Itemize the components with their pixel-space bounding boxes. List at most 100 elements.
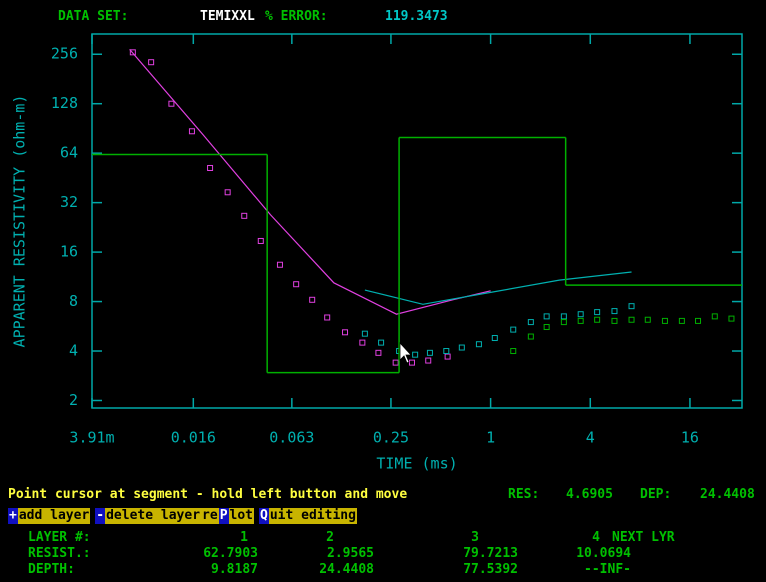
data-point [695, 317, 702, 324]
data-point [543, 313, 550, 320]
data-point [475, 341, 482, 348]
table-cell: NEXT LYR [612, 530, 675, 545]
data-point [224, 189, 231, 196]
x-tick-label: 0.016 [171, 429, 216, 447]
y-axis-title: APPARENT RESISTIVITY (ohm-m) [11, 95, 29, 348]
data-point [678, 317, 685, 324]
x-tick-label: 16 [681, 429, 699, 447]
menu-item[interactable]: add layer [17, 508, 91, 524]
data-point [443, 348, 450, 355]
data-point [408, 359, 415, 366]
data-point [510, 348, 517, 355]
x-tick-label: 0.25 [373, 429, 409, 447]
menu-item[interactable]: uit editing [268, 508, 357, 524]
table-cell: 2 [326, 530, 334, 545]
data-point [241, 212, 248, 219]
table-cell: 9.8187 [211, 562, 258, 577]
table-cell: --INF- [584, 562, 631, 577]
menu-hotkey[interactable]: + [8, 508, 18, 524]
row-label: LAYER #: [28, 530, 91, 545]
data-point [375, 349, 382, 356]
row-label: DEPTH: [28, 562, 75, 577]
dep-value: 24.4408 [700, 487, 755, 502]
table-cell: 4 [592, 530, 600, 545]
data-point [661, 317, 668, 324]
data-point [309, 296, 316, 303]
menu-item[interactable]: delete layer [105, 508, 202, 524]
plot: 2 4 8 16 32 64 128 256 3.91m 0.016 0.063 0.25 1 4 16 TI… [11, 33, 743, 473]
menu-item[interactable]: lot [228, 508, 254, 524]
y-tick-label: 4 [69, 342, 78, 360]
data-point [543, 324, 550, 331]
x-tick-label: 4 [586, 429, 595, 447]
data-point [594, 316, 601, 323]
data-point [577, 317, 584, 324]
data-point [425, 357, 432, 364]
data-point [361, 330, 368, 337]
menu-hotkey[interactable]: - [95, 508, 106, 524]
y-tick-label: 2 [69, 391, 78, 409]
data-point [276, 261, 283, 268]
row-label: RESIST.: [28, 546, 91, 561]
y-tick-label: 256 [51, 45, 78, 63]
data-point [560, 313, 567, 320]
table-cell: 79.7213 [463, 546, 518, 561]
data-point [129, 49, 136, 56]
data-point [527, 333, 534, 340]
data-point [644, 316, 651, 323]
data-point [148, 59, 155, 66]
data-point [412, 351, 419, 358]
data-point [342, 329, 349, 336]
data-point [711, 313, 718, 320]
y-tick-label: 64 [60, 144, 78, 162]
data-point [628, 303, 635, 310]
data-point [611, 317, 618, 324]
res-label: RES: [508, 487, 540, 502]
data-point [577, 311, 584, 318]
data-point [628, 316, 635, 323]
y-tick-label: 128 [51, 94, 78, 112]
data-point [426, 349, 433, 356]
dataset-name: TEMIXXL [200, 9, 255, 24]
data-point [611, 308, 618, 315]
dep-label: DEP: [640, 487, 672, 502]
res-value: 4.6905 [566, 487, 613, 502]
mouse-cursor [399, 341, 412, 364]
data-point [378, 339, 385, 346]
error-label: % ERROR: [265, 9, 328, 24]
x-tick-label: 0.063 [269, 429, 314, 447]
x-axis-title: TIME (ms) [376, 455, 457, 473]
table-cell: 2.9565 [327, 546, 374, 561]
y-tick-label: 16 [60, 243, 78, 261]
menu-hotkey[interactable]: Q [259, 508, 269, 524]
data-point [359, 339, 366, 346]
table-cell: 3 [471, 530, 479, 545]
data-point [510, 326, 517, 333]
data-point [594, 309, 601, 316]
x-tick-label: 1 [486, 429, 495, 447]
dataset-label: DATA SET: [58, 9, 129, 24]
data-point [293, 281, 300, 288]
data-point [392, 359, 399, 366]
data-point [324, 314, 331, 321]
data-point [491, 335, 498, 342]
x-tick-label: 3.91m [69, 429, 114, 447]
table-cell: 62.7903 [203, 546, 258, 561]
data-point [188, 128, 195, 135]
data-point [257, 237, 264, 244]
model-curve [364, 271, 632, 305]
data-point [527, 319, 534, 326]
error-value: 119.3473 [385, 9, 448, 24]
table-cell: 10.0694 [576, 546, 631, 561]
menu-hotkey[interactable]: P [218, 508, 229, 524]
data-point [728, 315, 735, 322]
table-cell: 1 [240, 530, 248, 545]
menu-item[interactable]: re [201, 508, 219, 524]
data-point [207, 164, 214, 171]
data-point [444, 353, 451, 360]
data-point [560, 319, 567, 326]
data-point [458, 344, 465, 351]
status-message: Point cursor at segment - hold left butt… [8, 487, 408, 502]
